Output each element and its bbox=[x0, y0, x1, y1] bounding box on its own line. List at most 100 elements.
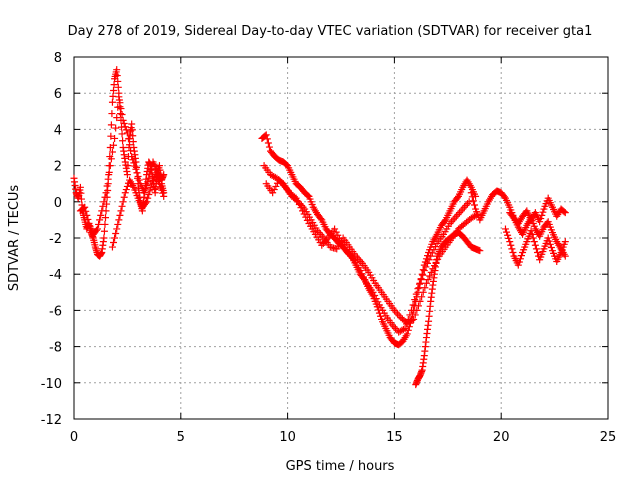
data-point bbox=[144, 178, 152, 186]
data-point bbox=[129, 132, 137, 140]
data-series bbox=[70, 66, 569, 389]
grid-lines bbox=[74, 57, 608, 419]
data-point bbox=[99, 202, 107, 210]
data-point bbox=[160, 192, 168, 200]
data-point bbox=[113, 72, 121, 80]
data-point bbox=[469, 197, 477, 205]
data-point bbox=[412, 290, 420, 298]
data-point bbox=[128, 153, 136, 161]
data-point bbox=[414, 285, 422, 293]
y-tick-label: 8 bbox=[54, 51, 62, 66]
data-point bbox=[270, 172, 278, 180]
data-point bbox=[128, 120, 136, 128]
data-point bbox=[110, 81, 118, 89]
data-point bbox=[416, 297, 424, 305]
data-point bbox=[456, 209, 464, 217]
series-arc-2 bbox=[76, 93, 168, 238]
y-tick-label: -10 bbox=[41, 377, 62, 392]
data-point bbox=[84, 215, 92, 223]
data-point bbox=[118, 110, 126, 118]
x-tick-label: 20 bbox=[493, 430, 510, 445]
y-tick-label: -4 bbox=[49, 268, 62, 283]
data-point bbox=[155, 180, 163, 188]
x-tick-label: 15 bbox=[386, 430, 403, 445]
data-point bbox=[408, 316, 416, 324]
data-point bbox=[516, 255, 524, 263]
data-point bbox=[147, 183, 155, 191]
data-point bbox=[132, 165, 140, 173]
data-point bbox=[108, 148, 116, 156]
data-point bbox=[264, 139, 272, 147]
data-point bbox=[269, 189, 277, 197]
series-arc-8 bbox=[467, 187, 569, 228]
data-point bbox=[122, 126, 130, 134]
data-point bbox=[82, 207, 90, 215]
data-point bbox=[106, 162, 114, 170]
data-point bbox=[428, 249, 436, 257]
data-point bbox=[77, 195, 85, 203]
y-tick-label: 6 bbox=[54, 87, 62, 102]
data-point bbox=[539, 208, 547, 216]
data-point bbox=[401, 325, 409, 332]
data-point bbox=[390, 323, 398, 331]
data-point bbox=[143, 182, 151, 190]
data-point bbox=[538, 211, 546, 219]
data-point bbox=[160, 171, 168, 179]
data-point bbox=[148, 180, 156, 188]
data-point bbox=[504, 231, 512, 239]
data-point bbox=[441, 217, 449, 225]
data-point bbox=[403, 330, 411, 338]
data-point bbox=[531, 241, 539, 249]
data-point bbox=[115, 216, 123, 224]
data-point bbox=[92, 226, 100, 234]
series-arc-3 bbox=[108, 171, 168, 251]
data-point bbox=[111, 134, 119, 142]
data-point bbox=[561, 209, 569, 217]
data-point bbox=[503, 228, 511, 236]
data-point bbox=[113, 114, 121, 122]
data-point bbox=[159, 189, 167, 197]
data-point bbox=[371, 291, 379, 299]
data-point bbox=[537, 215, 545, 223]
data-point bbox=[101, 220, 109, 228]
data-point bbox=[147, 166, 155, 174]
y-tick-label: -8 bbox=[49, 341, 62, 356]
data-point bbox=[395, 312, 403, 320]
data-point bbox=[108, 243, 116, 251]
data-point bbox=[120, 120, 128, 128]
data-point bbox=[372, 295, 380, 303]
data-point bbox=[561, 238, 569, 246]
data-point bbox=[448, 218, 456, 226]
data-point bbox=[399, 325, 407, 333]
data-point bbox=[357, 258, 365, 266]
data-point bbox=[422, 263, 430, 271]
data-point bbox=[506, 238, 514, 246]
data-point bbox=[394, 310, 402, 318]
data-point bbox=[104, 175, 112, 183]
data-point bbox=[500, 193, 508, 201]
data-point bbox=[117, 207, 125, 215]
data-point bbox=[133, 169, 141, 177]
data-point bbox=[134, 172, 142, 180]
data-point bbox=[452, 212, 460, 220]
data-point bbox=[536, 218, 544, 226]
series-arc-10 bbox=[506, 209, 569, 260]
data-point bbox=[530, 238, 538, 246]
data-point bbox=[507, 241, 515, 249]
data-point bbox=[468, 193, 476, 201]
data-point bbox=[460, 203, 468, 211]
data-point bbox=[109, 92, 117, 100]
data-point bbox=[110, 239, 118, 247]
data-point bbox=[101, 193, 109, 201]
data-point bbox=[76, 183, 84, 191]
data-point bbox=[418, 293, 426, 301]
data-point bbox=[413, 306, 421, 314]
data-point bbox=[334, 231, 342, 239]
data-point bbox=[102, 214, 110, 222]
data-point bbox=[422, 279, 430, 287]
data-point bbox=[120, 193, 128, 201]
data-point bbox=[411, 311, 419, 319]
data-point bbox=[143, 198, 151, 206]
y-tick-label: -12 bbox=[41, 413, 62, 428]
data-point bbox=[121, 123, 129, 131]
